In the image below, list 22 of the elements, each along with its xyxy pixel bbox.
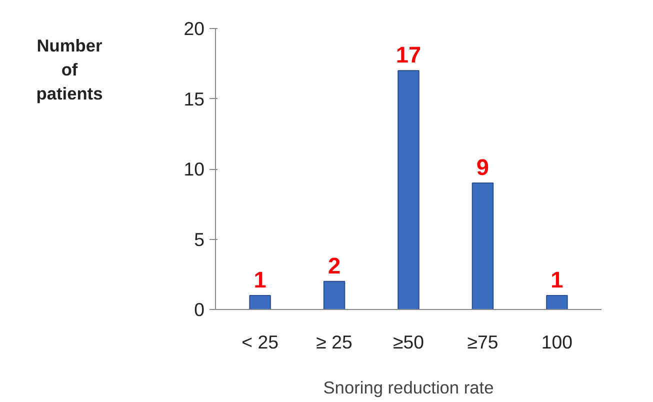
data-label: 1 (254, 266, 266, 292)
bar (546, 294, 568, 310)
bar (249, 294, 271, 310)
x-tick-label: < 25 (242, 332, 278, 352)
bar (398, 70, 420, 310)
y-axis-title: Number of patients (36, 36, 103, 104)
y-tick-label: 10 (184, 158, 205, 180)
x-tick-label: ≥50 (393, 332, 424, 352)
y-tick-label: 5 (194, 228, 205, 250)
x-tick-label: 100 (541, 332, 573, 352)
data-label: 9 (476, 154, 490, 180)
data-label: 2 (328, 252, 341, 278)
bar (323, 280, 346, 310)
bar (472, 182, 494, 310)
data-label: 1 (550, 266, 564, 292)
y-tick-label: 0 (194, 299, 205, 320)
y-tick-label: 15 (184, 88, 205, 110)
x-tick-label: ≥75 (467, 332, 498, 352)
x-axis-title: Snoring reduction rate (323, 378, 494, 398)
data-label: 17 (396, 42, 422, 68)
y-tick-label: 20 (184, 18, 205, 39)
x-tick-label: ≥ 25 (316, 332, 352, 352)
